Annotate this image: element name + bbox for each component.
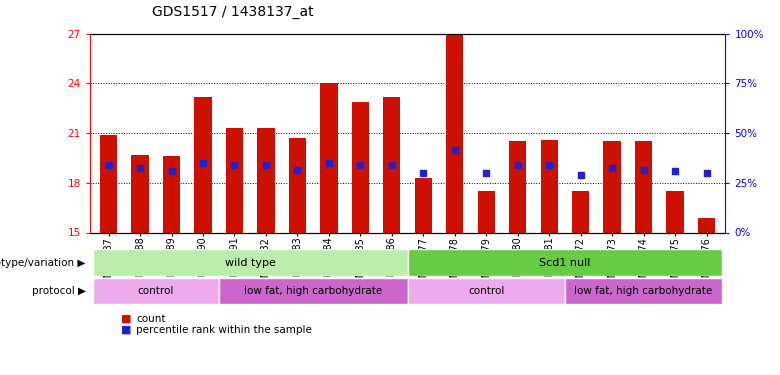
- Text: genotype/variation ▶: genotype/variation ▶: [0, 258, 86, 267]
- Bar: [415, 178, 432, 232]
- Bar: [541, 140, 558, 232]
- Text: percentile rank within the sample: percentile rank within the sample: [136, 325, 312, 335]
- Point: [197, 160, 209, 166]
- Bar: [257, 128, 275, 232]
- Bar: [446, 32, 463, 232]
- Point: [700, 170, 713, 176]
- Text: ■: ■: [121, 325, 131, 335]
- Bar: [604, 141, 621, 232]
- Text: Scd1 null: Scd1 null: [539, 258, 590, 267]
- Text: wild type: wild type: [225, 258, 275, 267]
- Bar: [635, 141, 652, 232]
- Point: [606, 165, 619, 171]
- Point: [260, 162, 272, 168]
- Text: GDS1517 / 1438137_at: GDS1517 / 1438137_at: [152, 5, 314, 19]
- Bar: [509, 141, 526, 232]
- Point: [229, 162, 241, 168]
- Bar: [194, 97, 211, 232]
- Point: [574, 171, 587, 177]
- Text: control: control: [137, 286, 174, 296]
- Point: [480, 170, 492, 176]
- Bar: [163, 156, 180, 232]
- Bar: [218, 278, 407, 304]
- Point: [448, 147, 461, 153]
- Point: [543, 162, 555, 168]
- Bar: [383, 97, 400, 232]
- Point: [323, 160, 335, 166]
- Point: [385, 162, 398, 168]
- Text: low fat, high carbohydrate: low fat, high carbohydrate: [574, 286, 713, 296]
- Text: low fat, high carbohydrate: low fat, high carbohydrate: [244, 286, 382, 296]
- Point: [291, 166, 303, 172]
- Text: control: control: [468, 286, 505, 296]
- Point: [512, 162, 524, 168]
- Bar: [131, 154, 149, 232]
- Bar: [565, 278, 722, 304]
- Bar: [289, 138, 306, 232]
- Point: [354, 162, 367, 168]
- Bar: [407, 278, 565, 304]
- Bar: [698, 217, 715, 232]
- Point: [668, 168, 681, 174]
- Text: ■: ■: [121, 314, 131, 324]
- Bar: [93, 278, 218, 304]
- Bar: [666, 191, 684, 232]
- Point: [134, 165, 147, 171]
- Point: [102, 162, 115, 168]
- Bar: [407, 249, 722, 276]
- Bar: [93, 249, 407, 276]
- Text: count: count: [136, 314, 166, 324]
- Bar: [352, 102, 369, 232]
- Point: [637, 166, 650, 172]
- Bar: [225, 128, 243, 232]
- Point: [417, 170, 430, 176]
- Bar: [572, 191, 590, 232]
- Point: [165, 168, 178, 174]
- Bar: [321, 84, 338, 232]
- Bar: [100, 135, 117, 232]
- Text: protocol ▶: protocol ▶: [32, 286, 86, 296]
- Bar: [477, 191, 495, 232]
